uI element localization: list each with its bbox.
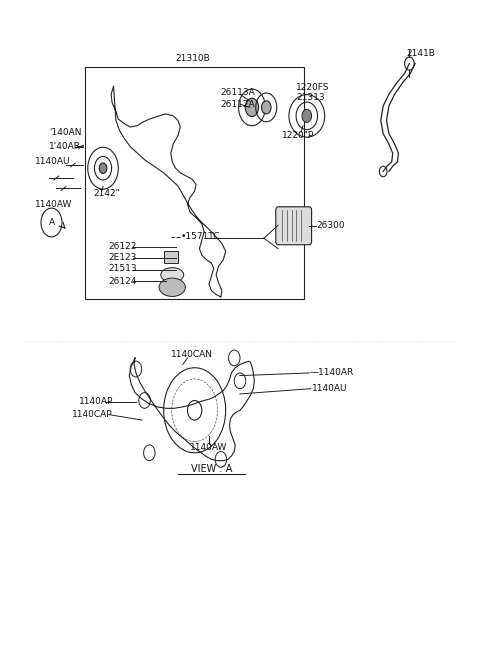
- Text: 1140AW: 1140AW: [190, 443, 228, 452]
- Text: 1140AU: 1140AU: [312, 384, 347, 393]
- Circle shape: [262, 101, 271, 114]
- Text: 1140CAP: 1140CAP: [72, 411, 113, 419]
- Text: 2141B: 2141B: [406, 49, 435, 58]
- Text: 1220"P: 1220"P: [282, 131, 314, 140]
- Text: 1140AP: 1140AP: [79, 397, 113, 406]
- Text: '140AN: '140AN: [49, 127, 82, 137]
- Bar: [85, 67, 304, 299]
- Text: 2142": 2142": [93, 189, 120, 198]
- Text: 1140AW: 1140AW: [35, 200, 72, 209]
- Circle shape: [302, 109, 312, 122]
- Text: 1'40AR: 1'40AR: [49, 142, 81, 151]
- Text: 21310B: 21310B: [175, 54, 210, 63]
- Text: VIEW : A: VIEW : A: [191, 464, 232, 474]
- FancyBboxPatch shape: [276, 207, 312, 245]
- Text: 26122: 26122: [109, 242, 137, 251]
- Ellipse shape: [159, 278, 185, 296]
- Text: 2E123: 2E123: [109, 254, 137, 262]
- Text: 1140CAN: 1140CAN: [171, 350, 213, 359]
- Text: —1140AR: —1140AR: [309, 369, 353, 378]
- Circle shape: [245, 98, 259, 116]
- Text: A: A: [48, 218, 55, 227]
- Text: 1220FS: 1220FS: [296, 83, 330, 92]
- Text: 21513: 21513: [109, 265, 137, 273]
- Text: 26124: 26124: [109, 277, 137, 286]
- Text: 26113A: 26113A: [220, 89, 255, 97]
- Ellipse shape: [161, 267, 184, 282]
- Text: 21313: 21313: [296, 93, 325, 102]
- Bar: [164, 251, 178, 263]
- Text: •1571TC: •1571TC: [180, 233, 220, 241]
- Text: 26112A: 26112A: [220, 100, 254, 108]
- Text: 1140AU: 1140AU: [35, 156, 70, 166]
- Circle shape: [99, 163, 107, 173]
- Text: 26300: 26300: [316, 221, 345, 231]
